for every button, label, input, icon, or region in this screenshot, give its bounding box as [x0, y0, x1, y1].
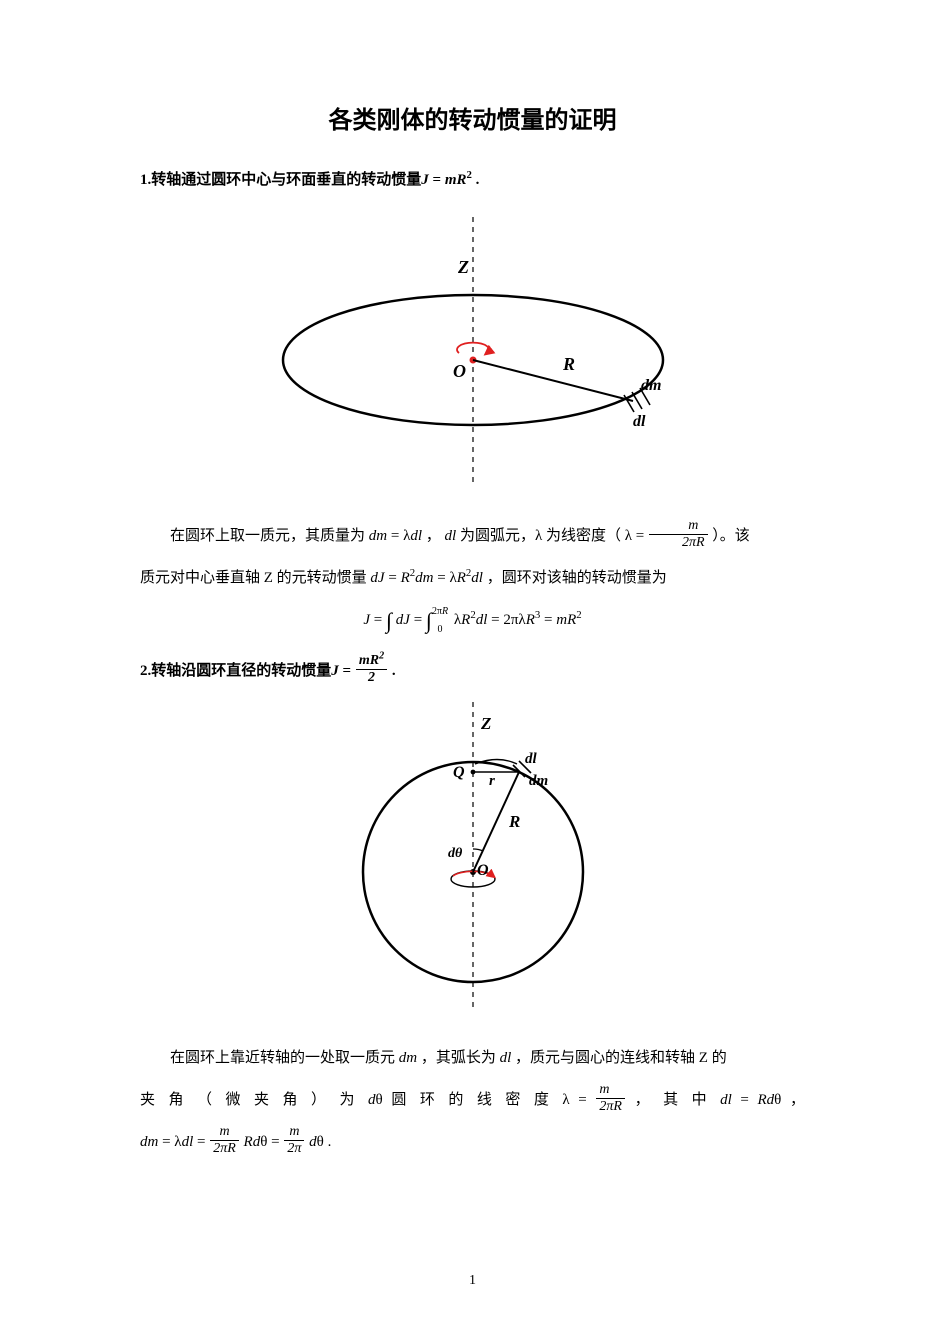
- fig1-r-label: R: [562, 354, 575, 374]
- fig2-o-label: O: [477, 862, 489, 879]
- fig1-dm-label: dm: [641, 377, 661, 394]
- section1-para1: 在圆环上取一质元，其质量为 dm = λdl ， dl 为圆弧元，λ 为线密度（…: [140, 518, 805, 554]
- fig1-radius: [473, 360, 633, 401]
- figure2-svg: Z Q r dl dm R dθ O: [333, 697, 613, 1017]
- page-number: 1: [0, 1273, 945, 1289]
- section1-equation: J = ∫ dJ = ∫2πR0 λR2dl = 2πλR3 = mR2: [140, 602, 805, 638]
- fig2-R-label: R: [508, 812, 520, 831]
- section2-para1: 在圆环上靠近转轴的一处取一质元 dm ，其弧长为 dl ，质元与圆心的连线和转轴…: [140, 1040, 805, 1076]
- fig2-z-label: Z: [480, 714, 491, 733]
- section2-para3: dm = λdl = m2πR Rdθ = m2π dθ .: [140, 1124, 805, 1160]
- fig2-dtheta-label: dθ: [448, 846, 463, 861]
- fig2-dm-label: dm: [529, 773, 548, 789]
- section2-heading: 2.转轴沿圆环直径的转动惯量J = mR22 .: [140, 656, 805, 687]
- fig1-dl-label: dl: [633, 413, 646, 430]
- fig1-z-label: Z: [457, 257, 469, 277]
- figure1-wrap: Z O R dm dl: [140, 205, 805, 500]
- section2-heading-text: 2.转轴沿圆环直径的转动惯量: [140, 663, 331, 679]
- section1-para2: 质元对中心垂直轴 Z 的元转动惯量 dJ = R2dm = λR2dl ，圆环对…: [140, 560, 805, 596]
- fig2-dtheta-arc: [473, 849, 483, 851]
- fig2-dl-label: dl: [525, 751, 538, 767]
- fig2-q-label: Q: [453, 764, 465, 781]
- page: 各类刚体的转动惯量的证明 1.转轴通过圆环中心与环面垂直的转动惯量J = mR2…: [0, 0, 945, 1337]
- section1-heading: 1.转轴通过圆环中心与环面垂直的转动惯量J = mR2 .: [140, 165, 805, 195]
- section1-heading-text: 1.转轴通过圆环中心与环面垂直的转动惯量: [140, 172, 421, 188]
- section2-heading-formula: J = mR22 .: [331, 663, 395, 679]
- section1-heading-formula: J = mR2 .: [421, 172, 479, 188]
- figure1-svg: Z O R dm dl: [263, 205, 683, 495]
- fig2-r-small-label: r: [489, 773, 495, 789]
- page-title: 各类刚体的转动惯量的证明: [140, 100, 805, 135]
- fig1-o-label: O: [453, 361, 466, 381]
- figure2-wrap: Z Q r dl dm R dθ O: [140, 697, 805, 1022]
- section2-para2: 夹 角 （ 微 夹 角 ） 为 dθ 圆 环 的 线 密 度 λ = m2πR …: [140, 1082, 805, 1118]
